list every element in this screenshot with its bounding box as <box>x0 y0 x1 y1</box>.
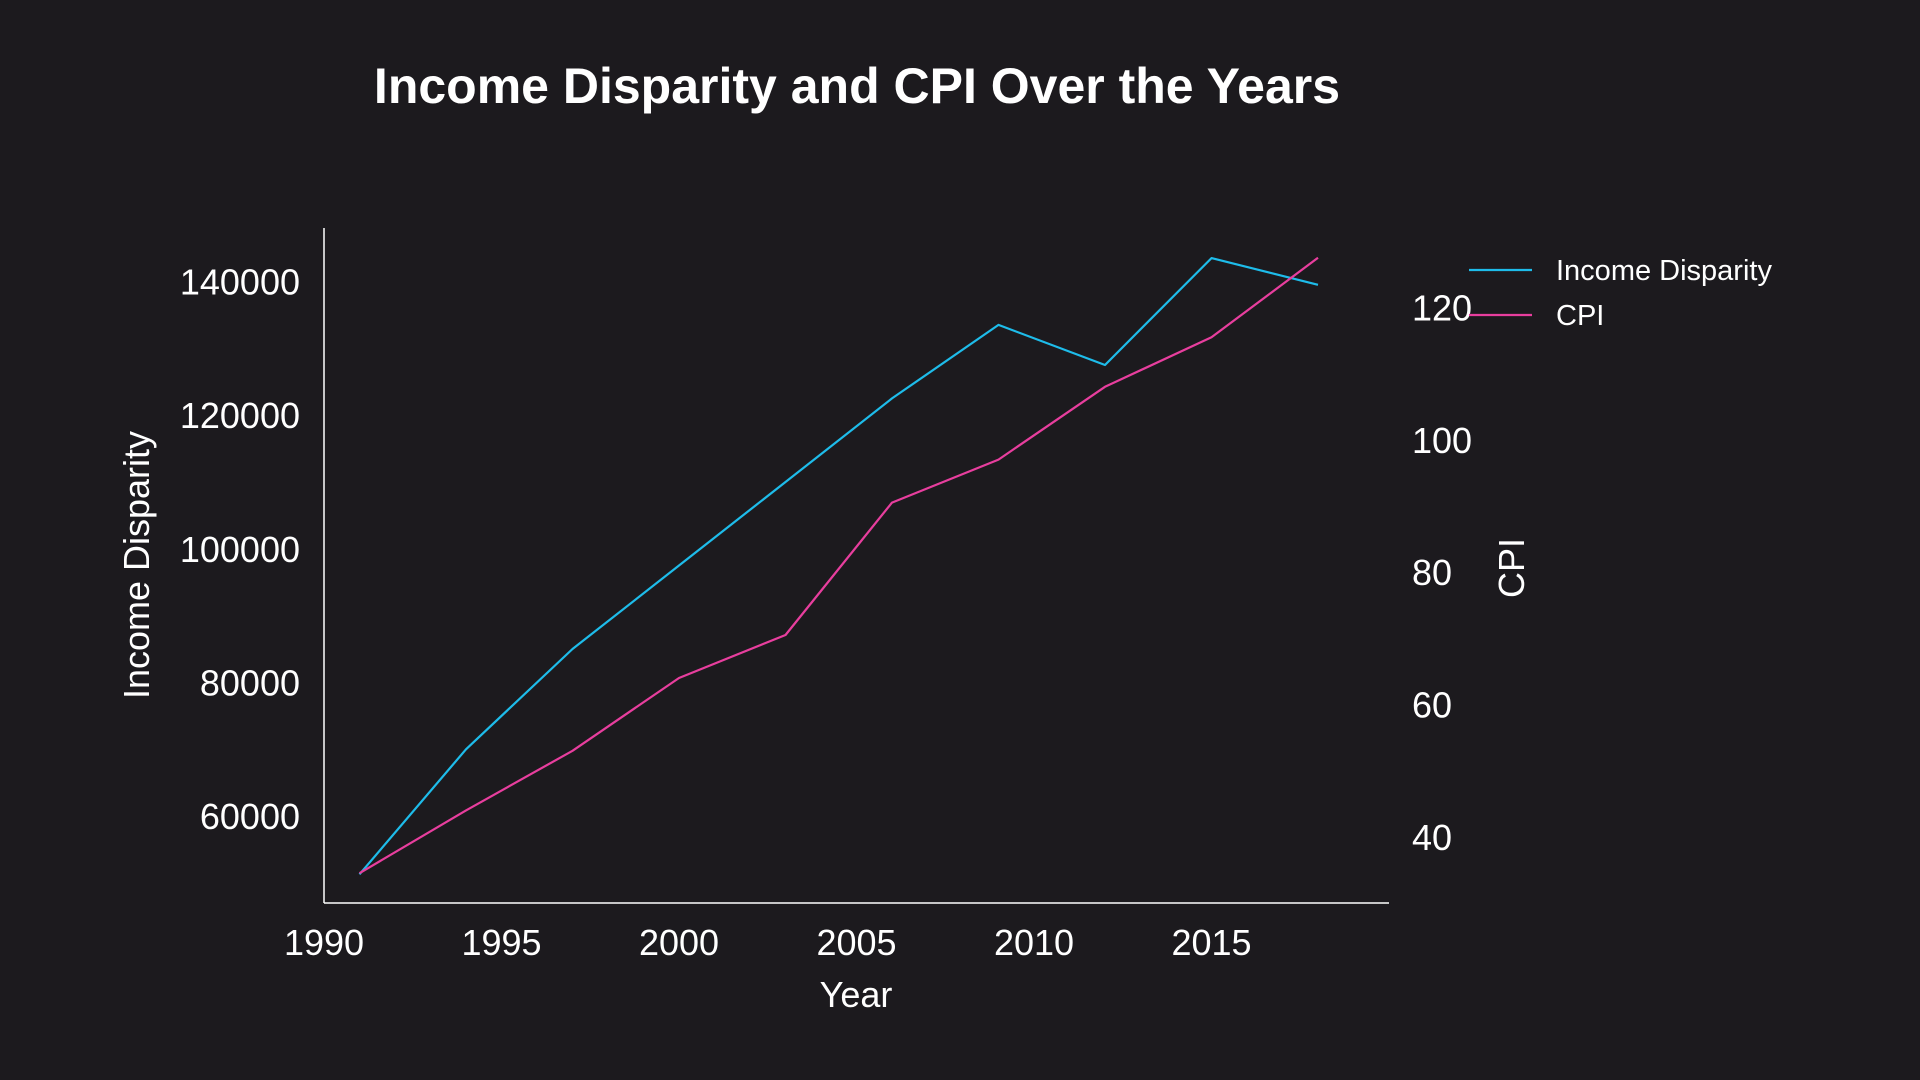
y-tick-label-right: 120 <box>1412 287 1472 328</box>
x-tick-label: 2005 <box>816 922 896 963</box>
y-tick-label-left: 120000 <box>180 395 300 436</box>
y-tick-label-right: 40 <box>1412 817 1452 858</box>
x-tick-label: 1990 <box>284 922 364 963</box>
x-axis-title: Year <box>820 974 893 1015</box>
x-tick-label: 1995 <box>461 922 541 963</box>
y-tick-label-right: 80 <box>1412 552 1452 593</box>
x-tick-labels: 1990 1995 2000 2005 2010 2015 <box>284 922 1252 963</box>
y-tick-label-left: 80000 <box>200 662 300 703</box>
series-lines <box>358 256 1319 876</box>
y-tick-labels-right: 40 60 80 100 120 <box>1412 287 1472 857</box>
y-axis-title-right: CPI <box>1491 538 1532 598</box>
plot-area <box>323 228 1389 904</box>
y-tick-labels-left: 60000 80000 100000 120000 140000 <box>180 261 300 837</box>
series-line-cpi <box>358 256 1319 875</box>
x-tick-label: 2000 <box>639 922 719 963</box>
x-tick-label: 2010 <box>994 922 1074 963</box>
y-tick-label-left: 100000 <box>180 529 300 570</box>
legend-label: CPI <box>1556 300 1604 332</box>
series-line-income-disparity <box>358 257 1319 876</box>
legend: Income Disparity CPI <box>1469 255 1772 332</box>
legend-label: Income Disparity <box>1556 255 1772 287</box>
x-tick-label: 2015 <box>1171 922 1251 963</box>
y-tick-label-left: 140000 <box>180 261 300 302</box>
y-tick-label-right: 100 <box>1412 420 1472 461</box>
y-tick-label-right: 60 <box>1412 684 1452 725</box>
y-axis-title-left: Income Disparity <box>116 431 157 699</box>
chart-title: Income Disparity and CPI Over the Years <box>374 58 1340 114</box>
y-tick-label-left: 60000 <box>200 796 300 837</box>
